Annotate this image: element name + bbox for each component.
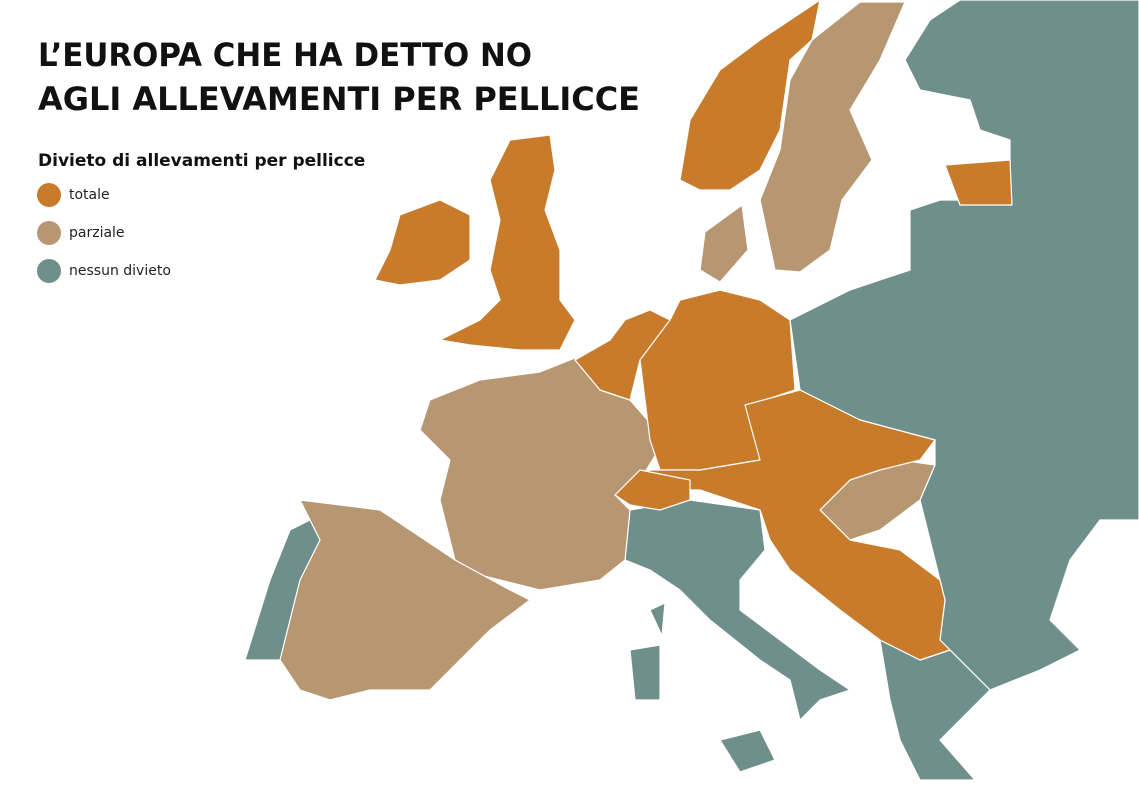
title-line: AGLI ALLEVAMENTI PER PELLICCE	[38, 80, 640, 118]
legend-label: nessun divieto	[69, 263, 171, 279]
united-kingdom	[439, 134, 576, 351]
denmark	[699, 204, 749, 283]
sweden	[759, 1, 906, 273]
ireland	[374, 199, 471, 286]
legend-label: totale	[69, 187, 110, 203]
sardinia	[629, 644, 661, 701]
france	[419, 357, 666, 591]
estonia	[944, 159, 1013, 206]
sicily	[719, 729, 776, 773]
switzerland	[614, 469, 691, 511]
legend-title: Divieto di allevamenti per pellicce	[38, 151, 365, 171]
corsica	[649, 602, 666, 637]
legend-swatch	[37, 221, 61, 245]
legend-swatch	[37, 259, 61, 283]
legend-label: parziale	[69, 225, 125, 241]
legend-swatch	[37, 183, 61, 207]
norway	[679, 0, 821, 191]
legend: totale parziale nessun divieto	[37, 183, 171, 283]
title-line: L’EUROPA CHE HA DETTO NO	[38, 36, 532, 74]
italy	[624, 499, 851, 721]
spain	[279, 499, 531, 701]
countries	[244, 0, 1139, 781]
